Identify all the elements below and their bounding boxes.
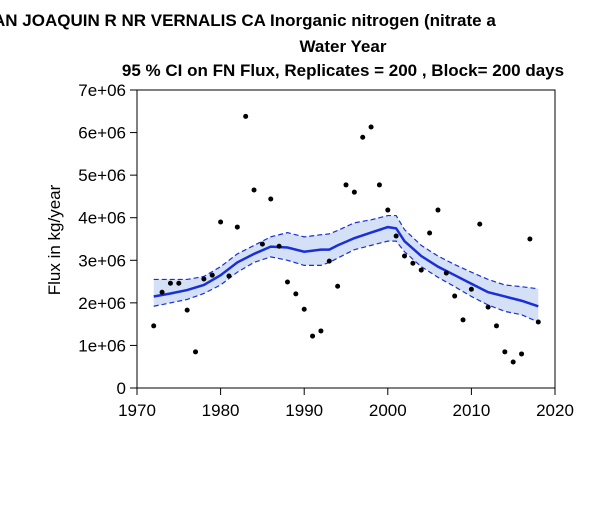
data-point [335,283,341,289]
data-point [259,241,265,247]
x-tick-label: 1990 [285,401,323,420]
data-point [485,304,491,310]
x-tick-label: 1970 [118,401,156,420]
data-point [343,182,349,188]
data-point [527,236,533,242]
data-point [151,323,157,329]
data-point [385,207,391,213]
data-point [410,260,416,266]
ci-lower-line [153,240,539,323]
data-point [393,233,399,239]
data-point [310,333,316,339]
data-point [284,279,290,285]
y-tick-label: 1e+06 [78,336,126,355]
data-point [510,359,516,365]
data-point [301,306,307,312]
y-tick-label: 0 [117,379,126,398]
data-point [193,349,199,355]
data-point [418,267,424,273]
data-point [502,349,508,355]
y-tick-label: 5e+06 [78,166,126,185]
data-point [243,113,249,119]
data-point [326,258,332,264]
data-point [535,319,541,325]
data-point [452,293,458,299]
data-point [293,291,299,297]
chart-subtitle: Water Year [300,37,387,56]
data-point [209,272,215,278]
data-point [176,280,182,286]
data-point [468,286,474,292]
data-point [276,243,282,249]
y-tick-label: 7e+06 [78,81,126,100]
data-point [226,273,232,279]
ci-upper-line [153,214,539,290]
data-point [376,182,382,188]
x-tick-label: 2010 [452,401,490,420]
y-tick-label: 4e+06 [78,209,126,228]
x-tick-label: 1980 [202,401,240,420]
data-point [435,207,441,213]
plot-frame [136,89,556,389]
data-point [234,224,240,230]
ci-band [153,215,539,323]
y-tick-label: 6e+06 [78,124,126,143]
data-point [167,280,173,286]
data-point [402,253,408,259]
data-point [218,219,224,225]
data-point [493,323,499,329]
data-point [427,230,433,236]
chart-subtitle: 95 % CI on FN Flux, Replicates = 200 , B… [122,61,564,80]
data-point [360,134,366,140]
data-point [201,276,207,282]
data-point [184,307,190,313]
data-point [268,196,274,202]
data-point [519,351,525,357]
data-point [460,317,466,323]
chart-title: AN JOAQUIN R NR VERNALIS CA Inorganic ni… [0,11,496,30]
y-axis-label: Flux in kg/year [45,184,64,295]
y-tick-label: 2e+06 [78,294,126,313]
data-point [318,328,324,334]
data-point [251,187,257,193]
x-tick-label: 2000 [369,401,407,420]
y-tick-label: 3e+06 [78,251,126,270]
data-point [443,270,449,276]
estimate-line [153,225,539,308]
data-point [159,289,165,295]
data-point [477,221,483,227]
x-tick-label: 2020 [536,401,574,420]
data-point [368,124,374,130]
data-point [351,189,357,195]
